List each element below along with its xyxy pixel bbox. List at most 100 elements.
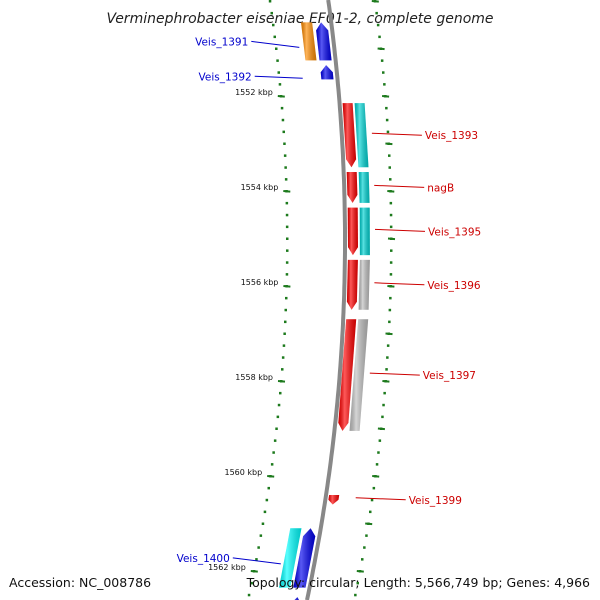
gene-labels: Veis_1390Veis_1391Veis_1392Veis_1393nagB… bbox=[177, 36, 482, 565]
tick-dot bbox=[285, 213, 289, 217]
tick-dot bbox=[389, 201, 393, 205]
tick-dot bbox=[285, 296, 288, 300]
tick-dot bbox=[283, 154, 287, 157]
tick-dot bbox=[390, 249, 393, 252]
tick-dot bbox=[284, 308, 287, 312]
tick-dot bbox=[285, 201, 289, 205]
tick-dot bbox=[278, 83, 282, 86]
tick-dot bbox=[385, 118, 389, 122]
tick-dot bbox=[281, 356, 285, 359]
genome-summary: Topology: circular; Length: 5,566,749 bp… bbox=[246, 575, 590, 590]
major-tick bbox=[267, 475, 275, 478]
tick-dot bbox=[247, 593, 251, 597]
label-leader bbox=[355, 497, 406, 501]
label-leader bbox=[251, 40, 300, 48]
tick-label: 1556 kbp bbox=[241, 278, 279, 287]
tick-label: 1552 kbp bbox=[235, 88, 273, 97]
tick-dot bbox=[388, 320, 391, 324]
tick-label: 1562 kbp bbox=[208, 563, 246, 572]
tick-dot bbox=[389, 261, 393, 264]
gene-label: Veis_1395 bbox=[428, 226, 481, 238]
major-tick bbox=[283, 285, 291, 288]
major-tick bbox=[283, 190, 291, 193]
label-leader bbox=[374, 184, 425, 188]
tick-dot bbox=[285, 273, 289, 276]
category-bar-7-shade bbox=[349, 319, 369, 431]
tick-dot bbox=[386, 356, 389, 359]
tick-dot bbox=[281, 368, 284, 371]
category-bar-9-shade bbox=[279, 528, 302, 588]
tick-dot bbox=[388, 154, 391, 157]
tick-dot bbox=[389, 213, 393, 217]
tick-dot bbox=[356, 581, 359, 585]
gene-label: Veis_1393 bbox=[425, 130, 478, 142]
major-tick bbox=[250, 570, 258, 573]
gene-label: Veis_1396 bbox=[427, 280, 481, 292]
ring-tick bbox=[385, 332, 393, 336]
tick-dot bbox=[369, 510, 372, 514]
tick-dot bbox=[389, 178, 392, 181]
ring-tick bbox=[387, 190, 395, 193]
tick-dot bbox=[383, 83, 386, 86]
major-tick bbox=[277, 95, 285, 98]
tick-dot bbox=[286, 249, 289, 252]
scale-ticks: 1552 kbp 1554 kbp 1556 kbp 1558 kbp 1560 kbp… bbox=[208, 0, 396, 573]
ring-tick bbox=[371, 0, 379, 3]
gene-arrow-7-shade bbox=[338, 319, 357, 431]
tick-dot bbox=[272, 23, 275, 27]
tick-dot bbox=[375, 463, 379, 466]
gene-label: Veis_1391 bbox=[195, 36, 248, 48]
genome-backbone bbox=[305, 0, 347, 600]
tick-dot bbox=[388, 166, 391, 169]
tick-dot bbox=[378, 439, 382, 442]
tick-dot bbox=[268, 0, 272, 3]
gene-label: Veis_1392 bbox=[199, 71, 252, 83]
tick-dot bbox=[273, 439, 277, 442]
tick-dot bbox=[282, 344, 286, 347]
tick-dot bbox=[376, 23, 380, 27]
tick-dot bbox=[382, 71, 385, 74]
backbone-layer bbox=[305, 0, 347, 600]
tick-dot bbox=[389, 296, 392, 300]
ring-tick bbox=[365, 522, 373, 526]
tick-label: 1558 kbp bbox=[235, 373, 273, 382]
tick-dot bbox=[372, 486, 376, 490]
ring-tick bbox=[377, 47, 385, 51]
tick-dot bbox=[283, 332, 286, 335]
tick-dot bbox=[250, 581, 253, 585]
tick-dot bbox=[381, 415, 384, 419]
tick-dot bbox=[386, 130, 390, 134]
gene-arrow-6-shade bbox=[346, 259, 358, 310]
tick-label: 1560 kbp bbox=[224, 468, 262, 477]
tick-dot bbox=[261, 522, 265, 525]
tick-dot bbox=[285, 261, 289, 264]
gene-arrow-2-shade bbox=[320, 65, 334, 80]
tick-dot bbox=[377, 451, 380, 454]
tick-dot bbox=[275, 47, 278, 50]
category-bar-1-shade bbox=[301, 22, 317, 61]
map-title: Verminephrobacter eiseniae EF01-2, compl… bbox=[106, 11, 493, 27]
tick-dot bbox=[385, 106, 388, 110]
gene-arrow-4-shade bbox=[346, 172, 358, 203]
tick-dot bbox=[270, 11, 273, 15]
tick-dot bbox=[375, 11, 378, 15]
tick-dot bbox=[286, 237, 289, 240]
tick-dot bbox=[363, 546, 366, 549]
tick-dot bbox=[280, 106, 284, 110]
tick-dot bbox=[267, 486, 270, 490]
tick-dot bbox=[263, 510, 267, 514]
ring-tick bbox=[356, 570, 364, 573]
tick-dot bbox=[275, 427, 278, 430]
accession-text: Accession: NC_008786 bbox=[9, 575, 152, 590]
tick-dot bbox=[389, 225, 393, 229]
tick-dot bbox=[388, 308, 392, 312]
tick-dot bbox=[255, 558, 258, 561]
tick-dot bbox=[283, 142, 286, 145]
ring-tick bbox=[382, 95, 390, 98]
tick-dot bbox=[284, 166, 287, 169]
tick-dot bbox=[361, 558, 364, 561]
gene-arrows bbox=[293, 22, 358, 600]
gene-arrow-10-shade bbox=[294, 597, 299, 600]
category-bar-6-shade bbox=[358, 259, 370, 310]
